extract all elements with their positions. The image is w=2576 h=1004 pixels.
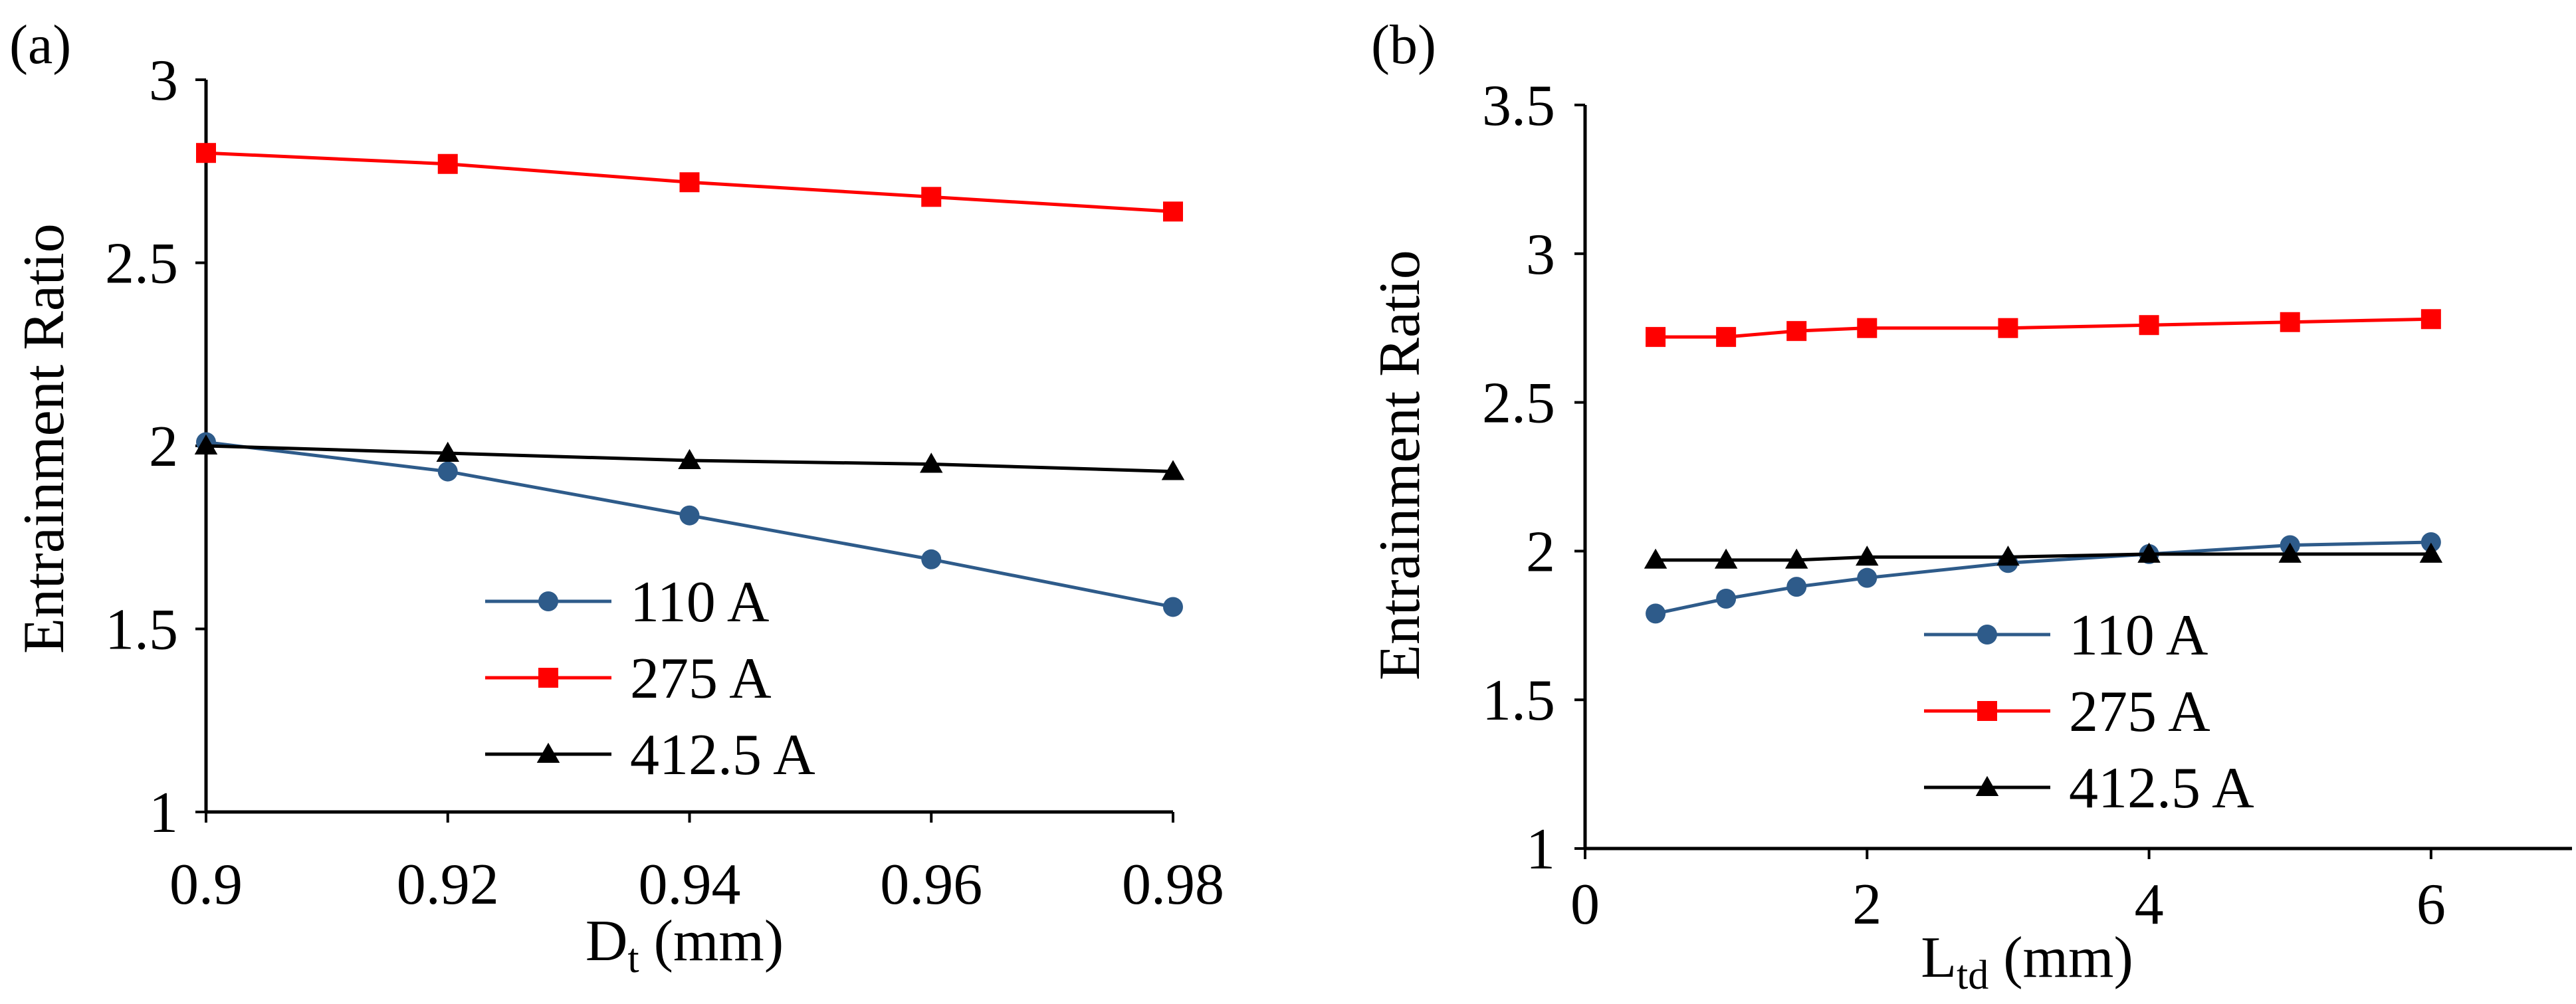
panel-a-y-ticks: 1 1.5 2 2.5 3	[105, 49, 206, 845]
x-tick-label: 0.94	[639, 853, 741, 917]
series-110-a	[196, 432, 1183, 617]
legend-marker	[538, 591, 558, 611]
legend-item: 412.5 A	[485, 723, 815, 787]
data-point	[678, 449, 701, 469]
panel-a-x-ticks: 0.9 0.92 0.94 0.96 0.98	[169, 812, 1224, 917]
legend-marker	[538, 668, 558, 688]
y-tick-label: 3.5	[1482, 74, 1555, 138]
y-tick-label: 2.5	[1482, 371, 1555, 436]
panel-b-x-axis-label: Ltd (mm)	[1921, 926, 2133, 998]
x-tick-label: 0	[1570, 872, 1600, 937]
x-tick-label: 0.98	[1122, 853, 1224, 917]
data-point	[1716, 589, 1737, 609]
y-tick-label: 2	[149, 415, 178, 479]
data-point	[1161, 460, 1185, 480]
data-point	[921, 187, 942, 207]
legend-item: 275 A	[485, 647, 772, 711]
data-point	[194, 434, 218, 454]
data-point	[1784, 548, 1808, 569]
data-point	[1998, 318, 2018, 338]
data-point	[1644, 548, 1667, 569]
data-point	[436, 441, 459, 462]
legend-label: 412.5 A	[2069, 756, 2254, 821]
legend-label: 275 A	[2069, 680, 2210, 744]
y-tick-label: 1.5	[105, 598, 178, 662]
data-point	[1857, 567, 1878, 588]
y-tick-label: 1.5	[1482, 668, 1555, 733]
panel-b-x-ticks: 0 2 4 6	[1570, 849, 2446, 937]
data-point	[1714, 548, 1738, 569]
data-point	[921, 549, 942, 569]
legend-label: 275 A	[630, 647, 772, 711]
x-tick-label: 0.92	[397, 853, 499, 917]
series-line	[1656, 317, 2431, 339]
data-point	[1646, 327, 1666, 348]
data-point	[1996, 546, 2020, 566]
data-point	[2420, 532, 2441, 552]
series-line	[1655, 540, 2431, 615]
x-tick-label: 2	[1852, 872, 1881, 937]
data-point	[1163, 597, 1183, 617]
panel-a-label: (a)	[9, 14, 71, 76]
y-tick-label: 3	[149, 49, 178, 113]
data-point	[920, 452, 943, 473]
y-tick-label: 2	[1526, 520, 1555, 584]
series-275-a	[196, 143, 1183, 222]
data-point	[437, 153, 458, 174]
x-tick-label: 0.96	[880, 853, 982, 917]
y-tick-label: 1	[1526, 817, 1555, 882]
x-tick-label: 4	[2135, 872, 2164, 937]
panel-b-legend: 110 A 275 A 412.5 A	[1924, 603, 2254, 821]
y-tick-label: 1	[149, 781, 178, 845]
panel-a-series	[194, 143, 1185, 617]
panel-a-y-axis-label: Entrainment Ratio	[12, 223, 76, 654]
data-point	[1716, 327, 1737, 348]
data-point	[2419, 542, 2443, 563]
data-point	[437, 461, 458, 482]
data-point	[1786, 321, 1807, 342]
legend-item: 412.5 A	[1924, 756, 2254, 821]
legend-label: 110 A	[630, 570, 769, 635]
data-point	[2280, 312, 2300, 332]
legend-marker	[1977, 701, 1997, 721]
legend-label: 110 A	[2069, 603, 2208, 668]
series-line	[1656, 552, 2431, 562]
data-point	[679, 505, 700, 526]
y-tick-label: 2.5	[105, 232, 178, 296]
legend-marker	[536, 742, 560, 763]
data-point	[2420, 309, 2441, 330]
y-tick-label: 3	[1526, 223, 1555, 287]
series-110-a	[1646, 532, 2441, 624]
legend-marker	[1977, 625, 1997, 645]
series-412-5-a	[1644, 542, 2443, 569]
panel-b-y-axis-label: Entrainment Ratio	[1368, 250, 1432, 680]
data-point	[2278, 542, 2302, 563]
legend-item: 110 A	[1924, 603, 2208, 668]
x-tick-label: 6	[2416, 872, 2446, 937]
data-point	[679, 172, 700, 193]
panel-b-label: (b)	[1371, 14, 1436, 76]
panel-b-y-ticks: 1 1.5 2 2.5 3 3.5	[1482, 74, 1585, 882]
series-275-a	[1646, 309, 2441, 348]
data-point	[196, 143, 216, 163]
panel-a-legend: 110 A 275 A 412.5 A	[485, 570, 815, 787]
panel-b-series	[1644, 309, 2443, 624]
data-point	[2137, 542, 2161, 563]
legend-item: 110 A	[485, 570, 769, 635]
data-point	[1163, 201, 1183, 222]
x-tick-label: 0.9	[169, 853, 243, 917]
data-point	[1857, 318, 1878, 338]
data-point	[2139, 315, 2159, 336]
series-412-5-a	[194, 434, 1185, 480]
data-point	[1856, 546, 1879, 566]
legend-marker	[1975, 775, 1999, 796]
legend-item: 275 A	[1924, 680, 2210, 744]
panel-a-x-axis-label: Dt (mm)	[586, 909, 784, 981]
legend-label: 412.5 A	[630, 723, 815, 787]
panel-a: (a) 1 1.5 2 2.5 3 0.9 0.92 0.94 0.96 0.98 Entrai…	[9, 14, 1224, 981]
data-point	[1646, 603, 1666, 624]
data-point	[1786, 577, 1807, 597]
